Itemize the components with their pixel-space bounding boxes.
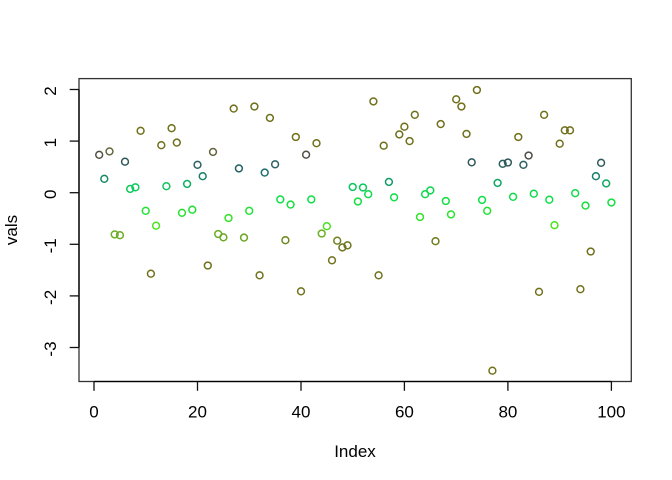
svg-text:2: 2 xyxy=(41,86,60,95)
svg-text:-2: -2 xyxy=(41,290,60,305)
svg-text:80: 80 xyxy=(498,402,517,421)
svg-text:100: 100 xyxy=(597,402,625,421)
svg-text:Index: Index xyxy=(334,442,376,461)
svg-text:-1: -1 xyxy=(41,238,60,253)
svg-text:20: 20 xyxy=(188,402,207,421)
svg-text:1: 1 xyxy=(41,138,60,147)
svg-text:0: 0 xyxy=(41,189,60,198)
svg-text:-3: -3 xyxy=(41,341,60,356)
svg-text:0: 0 xyxy=(89,402,98,421)
svg-text:60: 60 xyxy=(395,402,414,421)
svg-text:40: 40 xyxy=(292,402,311,421)
svg-text:vals: vals xyxy=(2,215,21,245)
